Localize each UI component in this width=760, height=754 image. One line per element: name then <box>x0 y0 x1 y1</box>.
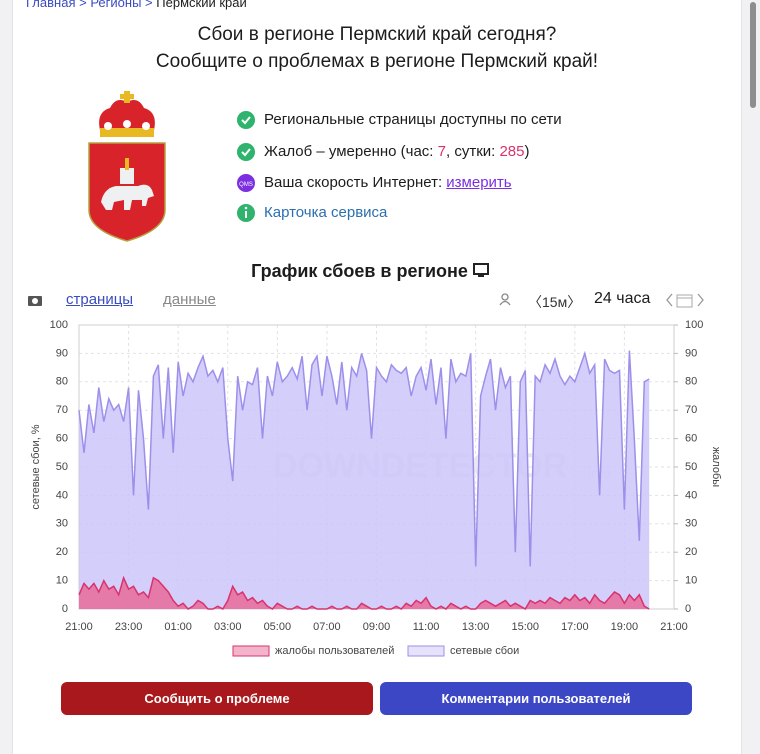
qms-badge: QMS <box>239 182 253 188</box>
info-mark <box>245 211 247 218</box>
pearl <box>104 122 112 130</box>
period[interactable]: 24 часа <box>594 290 651 307</box>
day-count: 285 <box>499 143 525 160</box>
ok-icon <box>237 143 255 161</box>
status-icons: QMS <box>237 111 255 222</box>
status-speed: Ваша скорость Интернет: измерить <box>264 174 512 191</box>
gospel-cross <box>125 158 129 170</box>
tab-data[interactable]: данные <box>163 291 216 308</box>
crown-band <box>100 128 154 137</box>
bear <box>101 184 154 210</box>
monitor-icon <box>472 263 489 277</box>
report-button[interactable]: Сообщить о проблеме <box>61 682 373 715</box>
crumb-current: Пермский край <box>156 0 247 10</box>
gospel <box>120 168 134 184</box>
graph-title: График сбоев в регионе <box>0 261 740 282</box>
date-picker[interactable] <box>666 292 706 308</box>
text: График сбоев в регионе <box>251 261 468 281</box>
tab-pages[interactable]: страницы <box>66 291 134 308</box>
coat-of-arms <box>88 91 166 242</box>
cross <box>120 94 134 99</box>
scrollbar[interactable] <box>750 2 756 108</box>
user-icon[interactable] <box>499 293 511 306</box>
crumb-link[interactable]: Главная <box>26 0 76 10</box>
service-card-link[interactable]: Карточка сервиса <box>264 204 388 221</box>
text: Жалоб – умеренно (час: <box>264 143 438 160</box>
check <box>241 116 251 125</box>
status-pages: Региональные страницы доступны по сети <box>264 111 562 128</box>
ok-icon <box>237 111 255 129</box>
check <box>241 148 251 157</box>
crumb-link[interactable]: Регионы <box>90 0 142 10</box>
interval[interactable]: 〈15м〉 <box>528 294 582 310</box>
qms-icon <box>237 174 255 192</box>
crumb-sep: > <box>145 0 153 10</box>
breadcrumb: Главная > Регионы > Пермский край <box>26 0 247 10</box>
camera-icon[interactable] <box>28 294 42 306</box>
hour-count: 7 <box>437 143 446 160</box>
pearl <box>142 122 150 130</box>
text: ) <box>524 143 530 160</box>
info-mark <box>244 206 248 210</box>
speed-link[interactable]: измерить <box>446 174 512 191</box>
pearl <box>123 120 131 128</box>
text: Ваша скорость Интернет: <box>264 174 443 191</box>
title: Сбои в регионе Пермский край сегодня? <box>197 24 557 45</box>
status-complaints: Жалоб – умеренно (час: 7, сутки: 285) <box>264 143 530 160</box>
text: , сутки: <box>445 143 500 160</box>
crumb-sep: > <box>79 0 87 10</box>
comments-button[interactable]: Комментарии пользователей <box>380 682 692 715</box>
crown <box>99 100 155 130</box>
title: Сообщите о проблемах в регионе Пермский … <box>155 51 599 72</box>
